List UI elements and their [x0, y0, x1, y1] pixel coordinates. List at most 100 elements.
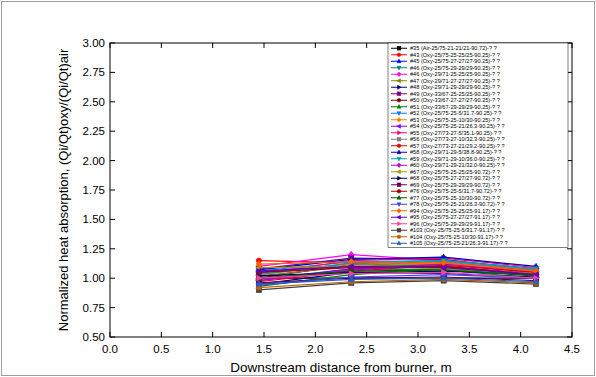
legend-marker — [397, 203, 401, 207]
y-tick — [110, 101, 115, 102]
y-tick — [567, 248, 572, 249]
y-tick-label: 2.25 — [83, 125, 105, 137]
y-tick — [110, 160, 115, 161]
legend-label: #103 (Oxy-25/75-25-5/31.7-91.17)-? ? — [410, 227, 505, 233]
legend-label: #57 (Oxy-27/73-27-21/29.2-90.25)-? ? — [410, 143, 505, 149]
x-tick-label: 3.0 — [410, 343, 426, 355]
data-point — [442, 269, 447, 275]
x-tick-label: 0.5 — [153, 343, 169, 355]
legend-label: #47 (Oxy-29/71-27-27/27-90.25)-? ? — [410, 78, 500, 84]
x-tick — [212, 43, 213, 48]
chart: 0.500.751.001.251.501.752.002.252.502.75… — [0, 0, 596, 377]
x-tick — [212, 332, 213, 337]
x-tick — [315, 43, 316, 48]
y-tick-label: 3.00 — [83, 37, 105, 49]
y-tick — [110, 337, 115, 338]
legend-label: #35 (Air-25/75-21-21/21-90.72)-? ? — [410, 45, 497, 51]
y-axis-label: Normalized heat absorption, (Qi/Qt)oxy/(… — [56, 48, 71, 331]
y-tick — [110, 248, 115, 249]
legend-marker — [397, 215, 401, 219]
plot-area — [256, 251, 539, 292]
data-point — [256, 261, 262, 268]
series-line — [259, 272, 536, 278]
data-point — [441, 275, 447, 280]
x-tick-label: 3.5 — [461, 343, 477, 355]
legend-label: #105 (Oxy-25/75-25-21/26.3-91.17)-? ? — [410, 240, 508, 246]
legend-marker — [397, 235, 401, 239]
legend-label: #51 (Oxy-33/67-29-29/29-90.25)-? ? — [410, 104, 500, 110]
plot-frame — [110, 43, 572, 337]
legend-marker — [397, 46, 401, 50]
legend-marker — [397, 66, 401, 70]
x-tick — [469, 332, 470, 337]
legend-marker — [398, 222, 402, 226]
y-tick-label: 0.50 — [83, 331, 105, 343]
background — [0, 0, 596, 377]
x-tick — [418, 332, 419, 337]
legend-label: #58 (Oxy-29/71-29-5/38.8-90.25)-? ? — [410, 149, 501, 155]
y-tick-label: 2.50 — [83, 96, 105, 108]
x-tick — [520, 332, 521, 337]
legend-marker — [397, 59, 401, 63]
data-point — [349, 271, 354, 277]
y-tick — [567, 278, 572, 279]
legend-label: #45 (Oxy-25/75-27-27/27-90.25)-? ? — [410, 58, 500, 64]
legend-label: #95 (Oxy-25/75-27-27/27-91.17)-? ? — [410, 214, 500, 220]
legend-marker — [397, 183, 401, 187]
x-tick — [366, 43, 367, 48]
y-tick-label: 2.00 — [83, 155, 105, 167]
legend-marker — [397, 112, 401, 116]
legend-label: #56 (Oxy-27/73-27-10/32.3-90.25)-? ? — [410, 136, 505, 142]
x-tick-label: 0.0 — [102, 343, 118, 355]
x-tick-label: 2.0 — [307, 343, 323, 355]
legend-marker — [398, 85, 402, 89]
y-tick — [110, 219, 115, 220]
legend-label: #67 (Oxy-25/75-25-25/25-90.72)-? ? — [410, 169, 500, 175]
legend-label: #49 (Oxy-33/67-25-25/25-90.25)-? ? — [410, 91, 500, 97]
legend-marker — [397, 98, 401, 102]
y-tick — [567, 337, 572, 338]
legend-label: #46 (Oxy-29/71-25-25/25-90.25)-? ? — [410, 71, 500, 77]
legend-label: #48 (Oxy-29/71-29-29/29-90.25)-? ? — [410, 84, 500, 90]
legend-box — [388, 43, 568, 248]
legend-marker — [397, 189, 401, 193]
x-tick — [315, 332, 316, 337]
legend-marker — [397, 92, 401, 96]
y-tick-label: 0.75 — [83, 302, 105, 314]
x-tick — [264, 332, 265, 337]
data-point — [256, 275, 262, 280]
legend-label: #104 (Oxy-25/75-25-10/30-91.17)-? ? — [410, 234, 503, 240]
data-point — [256, 281, 262, 286]
legend-marker — [397, 124, 401, 128]
legend-label: #50 (Oxy-33/67-27-27/27-90.25)-? ? — [410, 97, 500, 103]
data-point — [256, 268, 261, 274]
x-tick — [572, 332, 573, 337]
x-tick-label: 1.0 — [205, 343, 221, 355]
legend-label: #46 (Oxy-25/75-29-29/29-90.25)-? ? — [410, 65, 500, 71]
legend-marker — [397, 163, 401, 168]
outer-frame — [2, 2, 595, 376]
y-tick-label: 1.75 — [83, 184, 105, 196]
legend-marker — [397, 228, 401, 232]
x-axis-label: Downstream distance from burner, m — [230, 360, 451, 375]
x-tick — [366, 332, 367, 337]
data-point — [348, 264, 353, 270]
x-tick-label: 2.5 — [359, 343, 375, 355]
x-tick — [110, 43, 111, 48]
y-tick — [110, 190, 115, 191]
y-tick — [110, 278, 115, 279]
x-tick-label: 1.5 — [256, 343, 272, 355]
legend-marker — [397, 53, 401, 57]
legend-marker — [397, 144, 401, 148]
legend-marker — [398, 176, 402, 180]
x-tick — [110, 332, 111, 337]
x-tick-label: 4.0 — [513, 343, 529, 355]
legend-marker — [397, 157, 401, 161]
legend-label: #68 (Oxy-25/75-27-27/27-90.72)-? ? — [410, 175, 500, 181]
legend-label: #55 (Oxy-27/73-27-5/35.1-90.25)-? ? — [410, 130, 501, 136]
legend-marker — [397, 79, 401, 83]
legend-label: #43 (Oxy-25/75-25-25/25-90.25)-? ? — [410, 52, 500, 58]
legend-label: #53 (Oxy-25/75-25-10/30-90.25)-? ? — [410, 117, 500, 123]
y-tick — [567, 307, 572, 308]
legend-marker — [398, 131, 402, 135]
